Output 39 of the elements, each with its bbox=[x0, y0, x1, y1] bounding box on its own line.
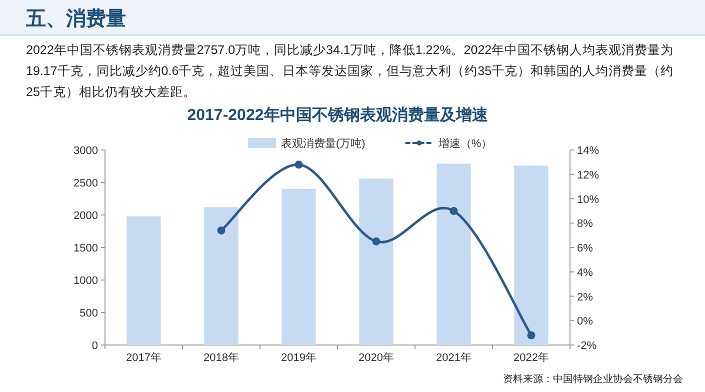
y2-tick-label: 4% bbox=[577, 266, 594, 279]
y2-tick-label: 2% bbox=[577, 291, 594, 304]
point bbox=[217, 226, 226, 234]
legend-label: 表观消费量(万吨) bbox=[281, 137, 366, 150]
text: 资料来源：中国特钢企业协会不锈钢分会 bbox=[503, 372, 683, 386]
y2-tick-label: 10% bbox=[577, 194, 600, 206]
bar bbox=[436, 164, 471, 345]
y-tick-label: 1000 bbox=[74, 275, 98, 287]
x-tick-label: 2020年 bbox=[358, 352, 394, 364]
point bbox=[294, 160, 303, 169]
bar bbox=[282, 189, 316, 345]
x-tick-label: 2019年 bbox=[281, 352, 316, 364]
point bbox=[450, 206, 458, 215]
y2-tick-label: -2% bbox=[577, 340, 597, 352]
y2-tick-label: 8% bbox=[577, 218, 594, 230]
x-tick-label: 2018年 bbox=[204, 352, 239, 364]
bar bbox=[514, 166, 548, 345]
point bbox=[372, 237, 380, 246]
x-tick-label: 2021年 bbox=[436, 352, 472, 364]
y2-tick-label: 0% bbox=[577, 316, 594, 328]
x-tick-label: 2022年 bbox=[514, 352, 549, 364]
legend-label: 增速（%） bbox=[437, 137, 492, 150]
bar bbox=[359, 178, 394, 345]
text: 2022年中国不锈钢表观消费量2757.0万吨，同比减少34.1万吨，降低1.22%。2022年中国不锈钢人均表观消费量为19.17千克，同比减少约0.6千克，超过美国、日本等发达国家，但与意大利（约35千克）和韩国的人均消费量（约25千克）相比仍有较大差距。 bbox=[26, 42, 675, 101]
bar bbox=[126, 216, 161, 345]
x-tick-label: 2017年 bbox=[126, 352, 162, 364]
y-tick-label: 2500 bbox=[74, 178, 98, 190]
y-tick-label: 1500 bbox=[74, 242, 98, 254]
y2-tick-label: 6% bbox=[577, 242, 594, 254]
y-tick-label: 3000 bbox=[74, 145, 98, 157]
chart-title: 2017-2022年中国不锈钢表观消费量及增速 bbox=[187, 106, 489, 124]
y2-tick-label: 12% bbox=[577, 169, 600, 182]
text: 五、消费量 bbox=[26, 7, 126, 32]
y2-tick-label: 14% bbox=[577, 145, 600, 157]
point bbox=[527, 331, 536, 340]
y-tick-label: 500 bbox=[80, 308, 98, 320]
y-tick-label: 2000 bbox=[74, 210, 98, 222]
bar bbox=[204, 207, 238, 345]
y-tick-label: 0 bbox=[92, 340, 98, 352]
